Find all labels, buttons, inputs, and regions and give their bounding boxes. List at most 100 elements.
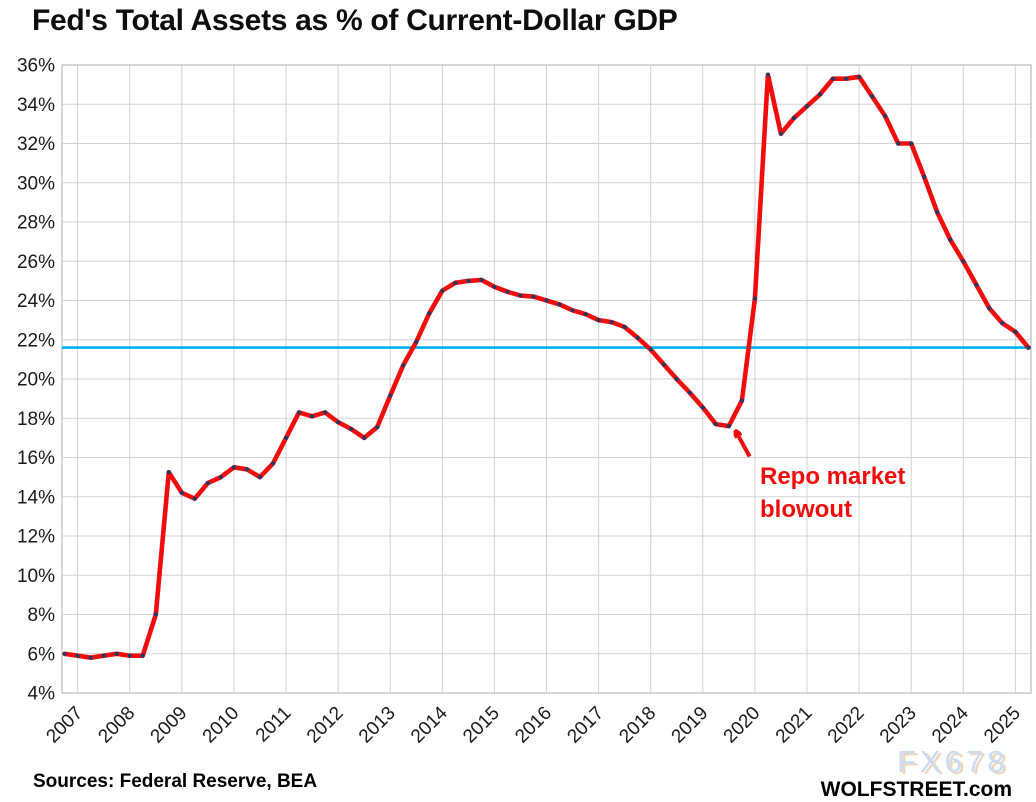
data-point-marker <box>518 293 523 298</box>
y-tick-label: 16% <box>17 448 55 469</box>
data-point-marker <box>830 76 836 81</box>
annotation-arrow <box>736 431 752 458</box>
x-tick-label: 2020 <box>720 703 765 748</box>
x-axis-tick-labels: 2007 2008 2009 2010 2011 2012 2013 2014 2015 2016… <box>42 702 1025 747</box>
y-tick-label: 36% <box>17 56 55 77</box>
data-point-marker <box>205 480 210 486</box>
data-point-marker <box>804 104 810 109</box>
annotation-repo-market: Repo market blowout <box>760 460 905 526</box>
data-point-marker <box>570 308 575 313</box>
data-point-marker <box>870 94 875 99</box>
data-point-marker <box>88 655 93 660</box>
data-point-marker <box>596 318 601 323</box>
data-point-marker <box>296 410 302 415</box>
data-point-marker <box>349 426 354 432</box>
y-tick-label: 34% <box>17 95 55 116</box>
x-tick-label: 2023 <box>876 703 921 748</box>
data-point-marker <box>909 141 914 146</box>
watermark-fx678: FX678 <box>897 744 1009 779</box>
data-point-marker <box>961 259 966 264</box>
y-tick-label: 28% <box>17 213 55 234</box>
y-tick-label: 18% <box>17 409 55 430</box>
data-point-marker <box>218 475 223 480</box>
branding-label: WOLFSTREET.com <box>820 778 1012 801</box>
data-point-marker <box>935 210 940 215</box>
data-point-marker <box>765 72 771 77</box>
y-tick-label: 20% <box>17 370 55 391</box>
data-point-marker <box>231 465 236 470</box>
data-point-marker <box>948 237 953 242</box>
data-point-marker <box>857 74 862 79</box>
data-point-marker <box>127 653 132 658</box>
data-point-marker <box>244 467 249 472</box>
data-point-marker <box>466 278 471 283</box>
data-point-marker <box>922 174 927 179</box>
x-tick-label: 2012 <box>303 703 348 748</box>
x-tick-label: 2016 <box>511 703 556 748</box>
y-tick-label: 10% <box>17 566 55 587</box>
data-point-marker <box>544 298 549 303</box>
data-point-marker <box>700 405 705 410</box>
x-tick-label: 2022 <box>824 703 869 748</box>
data-point-marker <box>140 653 145 658</box>
data-point-marker <box>557 302 562 307</box>
x-tick-label: 2015 <box>459 703 504 748</box>
y-tick-label: 4% <box>28 684 56 705</box>
x-tick-label: 2021 <box>772 703 817 748</box>
y-tick-label: 14% <box>17 487 55 508</box>
data-point-marker <box>1013 329 1018 334</box>
data-point-marker <box>791 115 797 121</box>
data-point-marker <box>505 289 510 294</box>
data-point-marker <box>648 347 653 352</box>
y-tick-label: 6% <box>28 644 56 665</box>
data-point-marker <box>974 282 979 287</box>
data-point-marker <box>362 435 367 440</box>
x-tick-label: 2013 <box>355 703 400 748</box>
y-tick-label: 12% <box>17 527 55 548</box>
x-tick-label: 2019 <box>668 703 713 748</box>
data-point-marker <box>635 335 640 340</box>
x-tick-label: 2008 <box>94 703 139 748</box>
data-point-marker <box>323 410 328 415</box>
data-point-marker <box>257 475 263 480</box>
data-point-marker <box>778 131 784 136</box>
chart-title: Fed's Total Assets as % of Current-Dolla… <box>32 4 678 37</box>
data-point-marker <box>687 390 692 395</box>
data-point-marker <box>153 612 158 617</box>
data-point-marker <box>401 363 406 368</box>
data-point-marker <box>583 312 588 317</box>
data-point-marker <box>440 288 445 293</box>
data-point-marker <box>739 398 745 403</box>
data-point-marker <box>661 362 666 367</box>
data-point-markers <box>62 72 1031 660</box>
x-tick-label: 2011 <box>252 703 296 747</box>
data-point-marker <box>713 422 718 427</box>
data-point-marker <box>427 311 432 316</box>
data-point-marker <box>283 435 289 440</box>
y-tick-label: 24% <box>17 291 55 312</box>
data-point-marker <box>844 76 849 81</box>
data-point-marker <box>75 653 80 658</box>
y-tick-label: 26% <box>17 252 55 273</box>
y-tick-label: 22% <box>17 330 55 351</box>
y-tick-label: 30% <box>17 173 55 194</box>
data-point-marker <box>726 424 731 429</box>
data-point-marker <box>179 490 184 495</box>
data-point-marker <box>388 393 393 398</box>
data-point-marker <box>752 296 758 301</box>
data-point-marker <box>883 113 888 119</box>
data-point-marker <box>166 470 171 475</box>
data-point-marker <box>817 92 823 97</box>
annotation-line-1: Repo market <box>760 463 906 490</box>
data-point-marker <box>101 653 106 658</box>
data-point-marker <box>270 461 276 466</box>
data-point-marker <box>492 284 497 289</box>
y-axis-tick-labels: 4% 6% 8% 10% 12% 14% 16% 18% 20% 22% 24% 26% 28% 30% 3… <box>17 56 55 705</box>
x-tick-label: 2024 <box>928 702 973 747</box>
data-point-marker <box>192 496 197 501</box>
y-tick-label: 32% <box>17 134 55 155</box>
data-point-marker <box>1026 345 1031 350</box>
data-point-marker <box>414 339 419 344</box>
